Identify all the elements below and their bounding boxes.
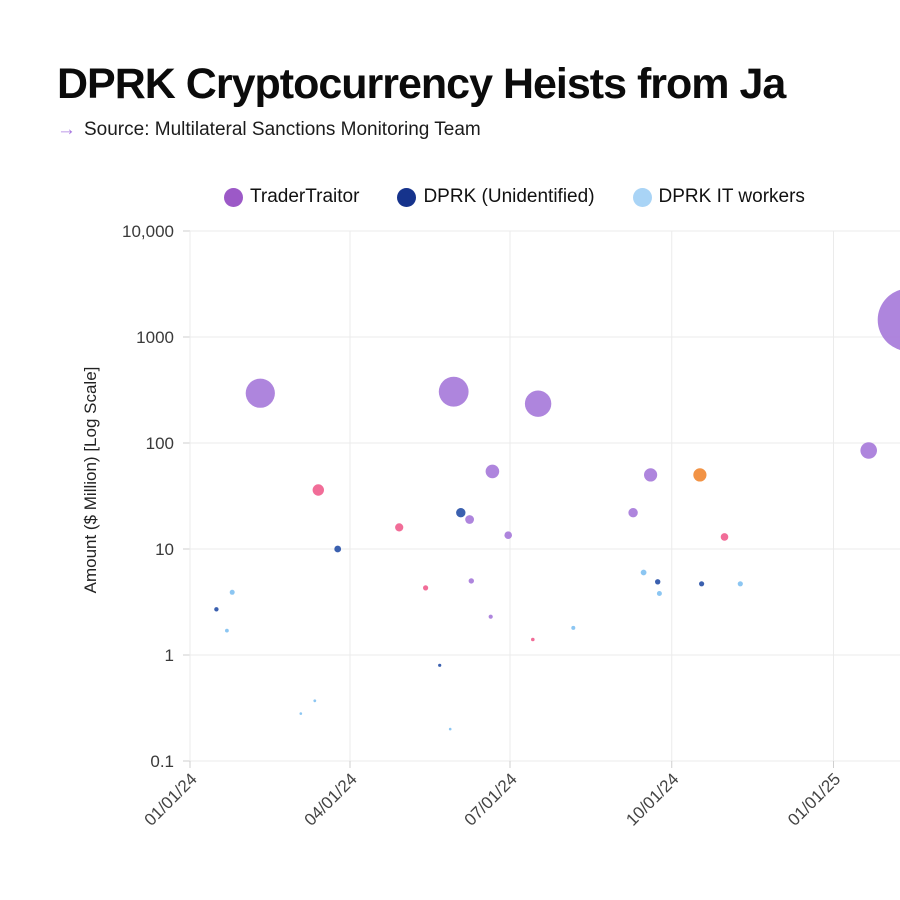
legend-dot-dprk-unidentified <box>397 187 417 207</box>
x-tick-label: 07/01/24 <box>461 769 521 829</box>
data-point-tradertraitor[interactable] <box>860 442 877 459</box>
data-point-tradertraitor[interactable] <box>488 614 493 619</box>
y-tick-label: 1000 <box>136 328 174 347</box>
data-point-tradertraitor[interactable] <box>504 531 512 539</box>
data-point-dprk-it-workers[interactable] <box>448 727 452 731</box>
data-point-tradertraitor[interactable] <box>628 508 638 518</box>
y-tick-label: 1 <box>165 646 174 665</box>
data-point-dprk-unidentified[interactable] <box>438 663 442 667</box>
legend: TraderTraitor DPRK (Unidentified) DPRK IT … <box>224 186 900 208</box>
y-axis-title: Amount ($ Million) [Log Scale] <box>81 367 100 594</box>
legend-label: DPRK (Unidentified) <box>423 186 595 207</box>
data-point-tradertraitor[interactable] <box>877 289 900 352</box>
data-point-tradertraitor[interactable] <box>468 578 474 584</box>
data-point-tradertraitor[interactable] <box>438 376 469 407</box>
data-point-dprk-it-workers[interactable] <box>225 628 229 633</box>
chart-title: DPRK Cryptocurrency Heists from Ja <box>57 60 786 108</box>
data-point-pink-series[interactable] <box>395 523 404 532</box>
legend-label: DPRK IT workers <box>658 186 805 207</box>
data-point-dprk-unidentified[interactable] <box>214 607 219 612</box>
data-point-dprk-it-workers[interactable] <box>737 581 743 587</box>
data-point-orange-series[interactable] <box>693 468 707 482</box>
data-point-dprk-it-workers[interactable] <box>299 712 303 715</box>
legend-item-tradertraitor[interactable]: TraderTraitor <box>224 186 359 208</box>
legend-label: TraderTraitor <box>250 186 360 207</box>
data-point-tradertraitor[interactable] <box>465 515 474 524</box>
x-tick-label: 04/01/24 <box>301 769 361 829</box>
data-point-dprk-unidentified[interactable] <box>699 581 705 587</box>
y-tick-label: 10 <box>155 540 174 559</box>
data-point-dprk-it-workers[interactable] <box>640 569 647 576</box>
data-point-dprk-it-workers[interactable] <box>656 591 662 596</box>
y-tick-label: 100 <box>146 434 174 453</box>
data-point-dprk-unidentified[interactable] <box>655 579 661 585</box>
data-point-tradertraitor[interactable] <box>245 378 275 408</box>
data-point-tradertraitor[interactable] <box>644 468 658 482</box>
legend-dot-dprk-it-workers <box>632 187 652 207</box>
data-point-pink-series[interactable] <box>312 484 324 496</box>
data-point-pink-series[interactable] <box>531 637 535 642</box>
legend-dot-tradertraitor <box>224 187 243 207</box>
legend-item-dprk-unidentified[interactable]: DPRK (Unidentified) <box>397 186 595 208</box>
x-tick-label: 01/01/25 <box>784 769 844 829</box>
data-point-dprk-unidentified[interactable] <box>456 508 466 518</box>
data-point-dprk-unidentified[interactable] <box>334 545 342 553</box>
data-point-pink-series[interactable] <box>423 585 429 591</box>
x-tick-label: 01/01/24 <box>141 769 201 829</box>
data-point-tradertraitor[interactable] <box>485 464 500 479</box>
data-point-dprk-it-workers[interactable] <box>313 699 317 703</box>
data-point-dprk-it-workers[interactable] <box>229 589 235 595</box>
data-point-pink-series[interactable] <box>720 533 729 541</box>
chart-source: → Source: Multilateral Sanctions Monitori… <box>57 119 481 141</box>
data-point-tradertraitor[interactable] <box>524 390 552 417</box>
legend-item-dprk-it-workers[interactable]: DPRK IT workers <box>632 186 805 208</box>
x-tick-label: 10/01/24 <box>622 769 682 829</box>
y-tick-label: 10,000 <box>122 222 174 241</box>
source-text: Source: Multilateral Sanctions Monitorin… <box>84 119 481 140</box>
y-tick-label: 0.1 <box>150 752 174 771</box>
data-point-dprk-it-workers[interactable] <box>571 625 576 630</box>
arrow-icon: → <box>57 119 76 140</box>
